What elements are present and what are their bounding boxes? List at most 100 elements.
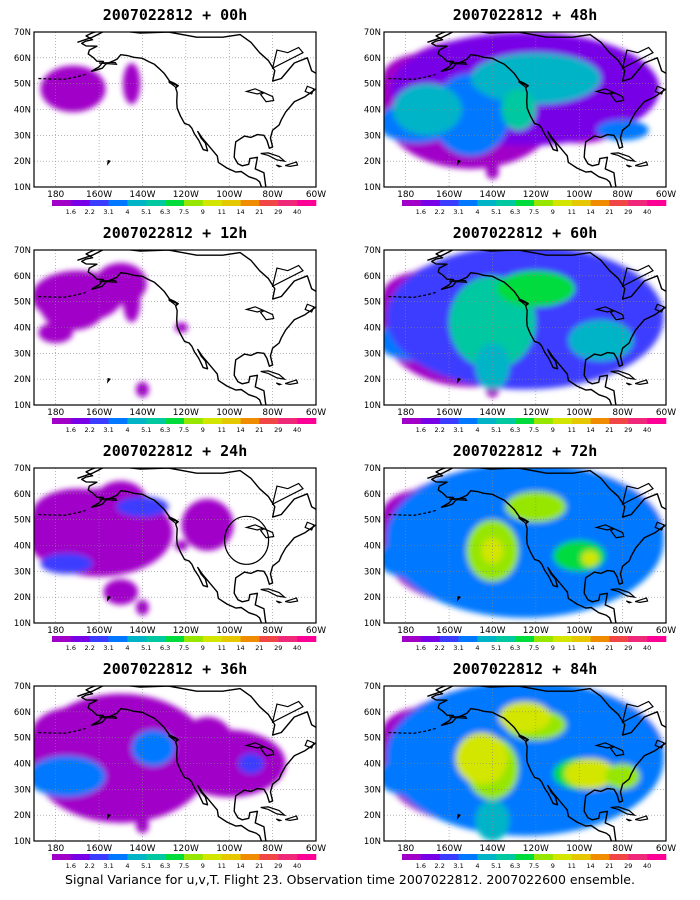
lon-tick-label: 80W: [262, 626, 282, 636]
lat-tick-label: 30N: [14, 349, 31, 359]
colorbar-level-label: 11: [568, 426, 576, 434]
lon-tick-label: 160W: [86, 190, 112, 200]
colorbar-level-label: 29: [624, 426, 632, 434]
colorbar-level-label: 40: [293, 862, 301, 870]
colorbar-swatch: [552, 200, 573, 206]
colorbar-swatch: [202, 854, 223, 860]
colorbar-swatch: [278, 636, 298, 642]
lon-tick-label: 160W: [436, 844, 462, 854]
variance-contour: [498, 701, 552, 733]
colorbar-level-label: 1.6: [416, 862, 426, 870]
colorbar-swatch: [127, 200, 147, 206]
lat-tick-label: 50N: [14, 80, 31, 90]
lat-tick-label: 70N: [14, 28, 31, 38]
lat-tick-label: 40N: [364, 542, 381, 552]
colorbar-level-label: 7.5: [529, 862, 539, 870]
colorbar-level-label: 1.6: [416, 208, 426, 216]
lat-tick-label: 70N: [364, 464, 381, 474]
colorbar-swatch: [571, 854, 591, 860]
colorbar-swatch: [628, 418, 648, 424]
colorbar: 1.6 2.2 3.1 4 5.1 6.3 7.5 9 11 14 21 29 40: [402, 418, 667, 434]
lon-tick-label: 120W: [173, 190, 199, 200]
variance-map: 70N 60N 50N 40N 30N 20N 10N 180 160W 140W 120W 100W…: [14, 246, 326, 434]
map-panel: 2007022812 + 12h 70N 60N 50N 40N 30N 20N 10N 180…: [0, 218, 350, 434]
lon-tick-label: 140W: [129, 626, 155, 636]
colorbar-level-label: 1.6: [66, 862, 76, 870]
map-frame: [383, 467, 667, 624]
colorbar-level-label: 1.6: [66, 426, 76, 434]
colorbar-level-label: 9: [551, 644, 555, 652]
colorbar-level-label: 29: [274, 644, 282, 652]
colorbar-swatch: [221, 418, 241, 424]
colorbar-level-label: 9: [201, 644, 205, 652]
variance-contour: [135, 817, 149, 834]
colorbar-level-label: 14: [236, 644, 244, 652]
colorbar-level-label: 14: [236, 208, 244, 216]
colorbar-level-label: 14: [236, 426, 244, 434]
colorbar-level-label: 9: [551, 426, 555, 434]
variance-contour: [94, 262, 147, 305]
colorbar-swatch: [146, 200, 166, 206]
colorbar-swatch: [184, 200, 204, 206]
colorbar-swatch: [108, 636, 128, 642]
variance-contour: [564, 758, 617, 790]
lat-tick-label: 20N: [364, 375, 381, 385]
variance-map: 70N 60N 50N 40N 30N 20N 10N 180 160W 140W 120W 100W…: [364, 28, 676, 216]
map-panel: 2007022812 + 48h 70N 60N 50N 40N 30N 20N 10N 180…: [350, 0, 700, 216]
colorbar-swatch: [609, 636, 629, 642]
lat-tick-label: 40N: [14, 324, 31, 334]
colorbar-swatch: [420, 418, 441, 424]
coastline: [388, 32, 666, 187]
colorbar-swatch: [515, 636, 535, 642]
colorbar-swatch: [647, 200, 667, 206]
colorbar-swatch: [628, 636, 648, 642]
colorbar-swatch: [552, 418, 573, 424]
lon-tick-label: 60W: [656, 408, 676, 418]
colorbar-level-label: 3.1: [103, 644, 113, 652]
colorbar-swatch: [647, 636, 667, 642]
lon-tick-label: 180: [47, 190, 64, 200]
colorbar-level-label: 9: [201, 426, 205, 434]
lon-tick-label: 80W: [262, 844, 282, 854]
variance-map: 70N 60N 50N 40N 30N 20N 10N 180 160W 140W 120W 100W…: [14, 682, 326, 870]
lon-tick-label: 100W: [216, 408, 242, 418]
colorbar-level-label: 14: [586, 862, 594, 870]
figure-caption: Signal Variance for u,v,T. Flight 23. Ob…: [65, 872, 635, 887]
colorbar-level-label: 11: [218, 644, 226, 652]
variance-field: [384, 250, 664, 398]
colorbar-swatch: [609, 418, 629, 424]
colorbar-swatch: [89, 200, 109, 206]
colorbar-swatch: [259, 418, 279, 424]
colorbar-level-label: 7.5: [179, 426, 189, 434]
colorbar-swatch: [647, 418, 667, 424]
lat-tick-label: 70N: [364, 246, 381, 256]
colorbar-level-label: 21: [605, 208, 613, 216]
lon-tick-label: 100W: [216, 626, 242, 636]
colorbar-level-label: 2.2: [435, 862, 445, 870]
colorbar-level-label: 7.5: [179, 862, 189, 870]
variance-contour: [568, 319, 634, 362]
colorbar-swatch: [496, 418, 516, 424]
lat-tick-label: 60N: [14, 272, 31, 282]
colorbar-swatch: [202, 418, 223, 424]
colorbar-level-label: 40: [293, 208, 301, 216]
colorbar-level-label: 4: [125, 644, 129, 652]
colorbar-swatch: [127, 418, 147, 424]
colorbar-level-label: 5.1: [141, 426, 151, 434]
colorbar-level-label: 6.3: [160, 426, 170, 434]
map-panel: 2007022812 + 84h 70N 60N 50N 40N 30N 20N 10N 180…: [350, 654, 700, 870]
variance-field: [40, 63, 141, 113]
lon-tick-label: 60W: [306, 408, 326, 418]
variance-contour: [501, 88, 536, 131]
map-panel: 2007022812 + 24h 70N 60N 50N 40N 30N 20N 10N 180…: [0, 436, 350, 652]
lon-tick-label: 120W: [173, 844, 199, 854]
colorbar: 1.6 2.2 3.1 4 5.1 6.3 7.5 9 11 14 21 29 40: [402, 200, 667, 216]
colorbar-level-label: 40: [643, 862, 651, 870]
panel-title: 2007022812 + 36h: [102, 660, 248, 678]
lat-tick-label: 20N: [14, 375, 31, 385]
lat-tick-label: 70N: [364, 28, 381, 38]
lat-tick-label: 50N: [14, 734, 31, 744]
lat-tick-label: 10N: [14, 619, 31, 629]
panel-title: 2007022812 + 84h: [452, 660, 598, 678]
colorbar-swatch: [70, 200, 91, 206]
